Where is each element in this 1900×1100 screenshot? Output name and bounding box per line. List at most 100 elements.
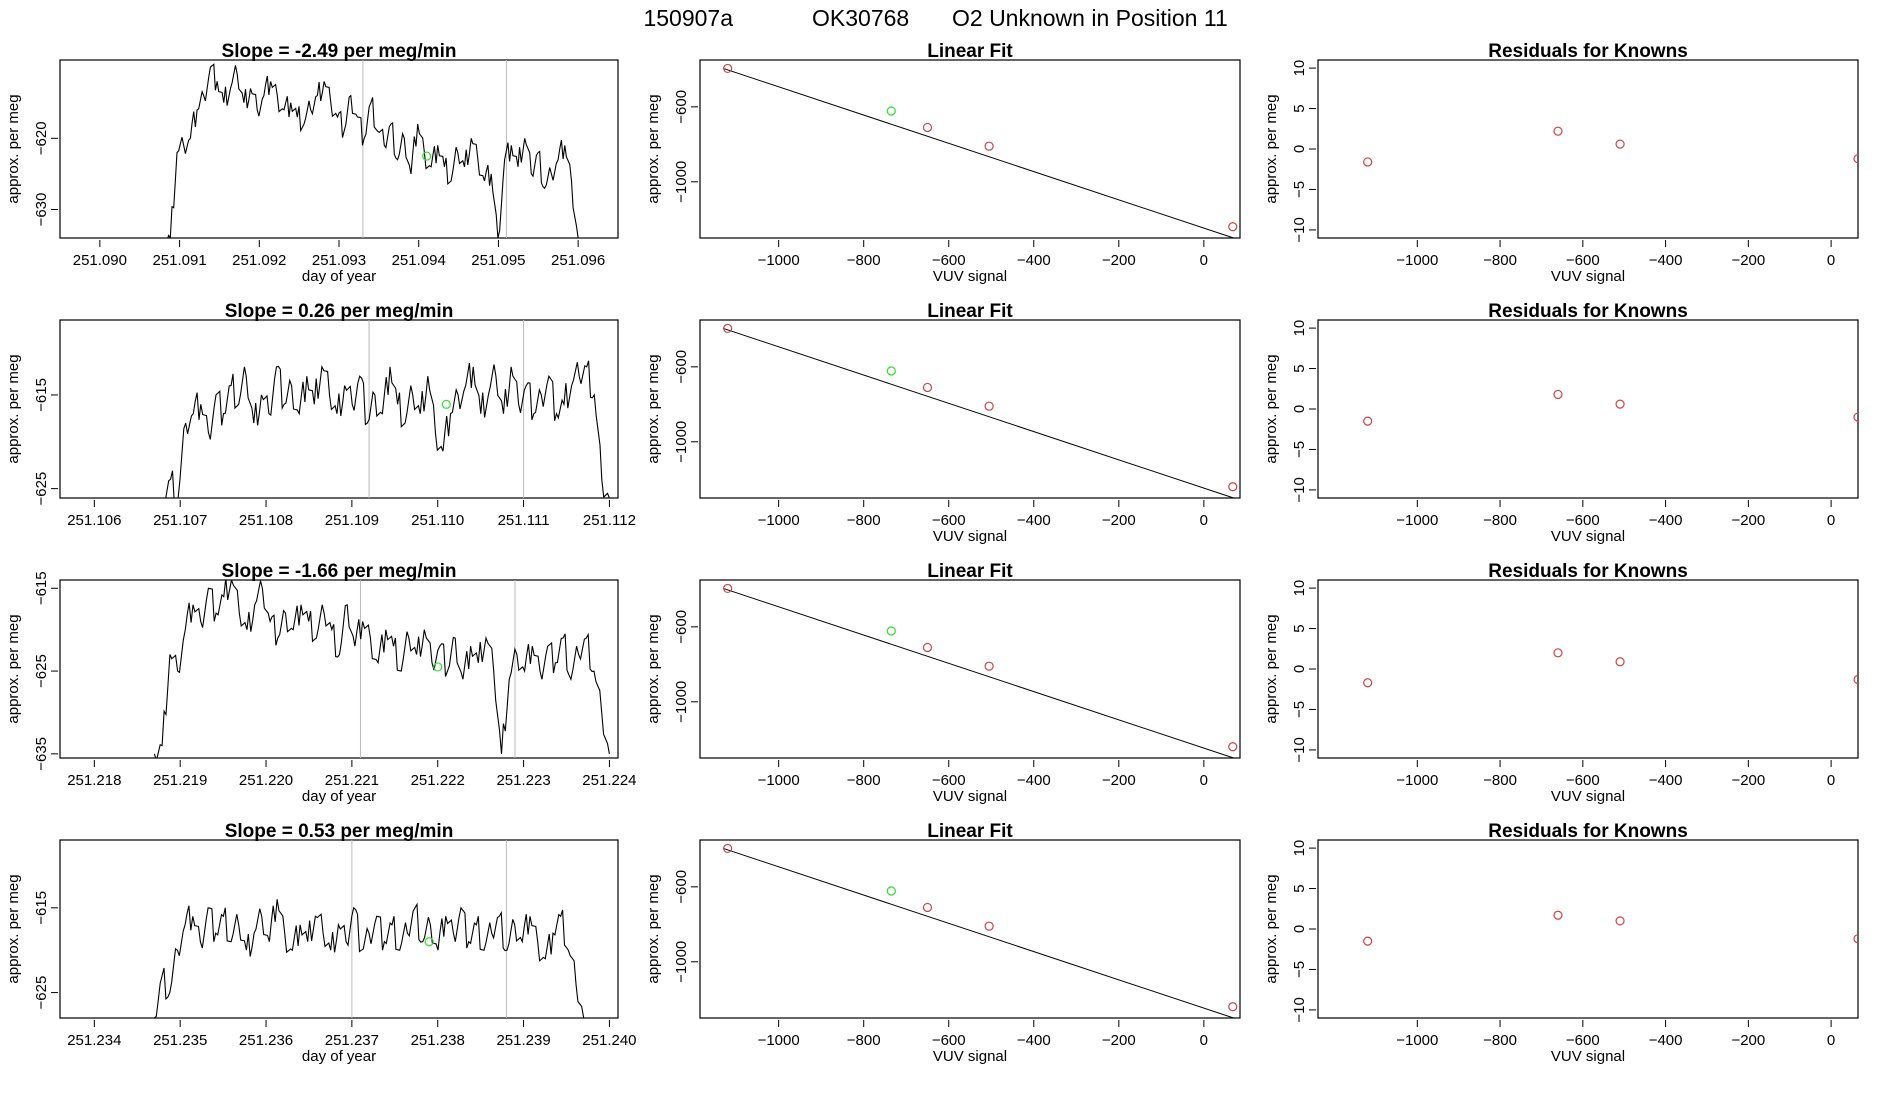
x-tick-label: 251.218 xyxy=(67,772,121,789)
plot-data xyxy=(1363,389,1858,426)
x-tick-label: 0 xyxy=(1827,1032,1835,1049)
residual-point xyxy=(1363,416,1373,426)
known-point xyxy=(723,323,733,334)
x-axis-label: VUV signal xyxy=(1551,268,1625,285)
linear-fit-panel-row-4: Linear Fit −1000 −800 −600 −400 −200 0 −600 −100… xyxy=(645,821,1241,1065)
x-tick-label: −800 xyxy=(1483,772,1517,789)
plot-data xyxy=(1363,126,1858,167)
y-tick-label: −10 xyxy=(1291,477,1308,502)
panel-title: Residuals for Knowns xyxy=(1488,41,1688,62)
plot-frame xyxy=(59,59,619,239)
x-tick-label: −200 xyxy=(1102,512,1136,529)
x-axis-label: VUV signal xyxy=(933,788,1007,805)
fit-line xyxy=(723,67,1234,238)
plot-frame xyxy=(699,579,1241,759)
residual-point xyxy=(1553,126,1563,136)
x-tick-label: 251.093 xyxy=(312,252,366,269)
y-tick-label: −620 xyxy=(33,121,50,155)
known-point xyxy=(723,63,733,74)
plot-data xyxy=(723,843,1238,1018)
x-tick-label: 0 xyxy=(1200,772,1208,789)
plot-data xyxy=(723,323,1238,498)
x-tick-label: 251.091 xyxy=(152,252,206,269)
x-tick-label: 251.234 xyxy=(67,1032,121,1049)
x-tick-label: −400 xyxy=(1649,772,1683,789)
residual-point xyxy=(1615,139,1625,149)
x-tick-label: −200 xyxy=(1102,772,1136,789)
x-tick-label: −400 xyxy=(1649,252,1683,269)
x-axis-label: VUV signal xyxy=(1551,788,1625,805)
x-tick-label: 251.112 xyxy=(583,512,636,529)
x-tick-label: −1000 xyxy=(1396,1032,1438,1049)
x-axis-label: VUV signal xyxy=(933,1048,1007,1065)
plot-frame xyxy=(59,579,619,759)
x-tick-label: −1000 xyxy=(758,1032,800,1049)
fit-line xyxy=(723,327,1234,498)
panel-title: Residuals for Knowns xyxy=(1488,561,1688,582)
y-tick-label: −600 xyxy=(673,350,690,384)
x-tick-label: 251.220 xyxy=(239,772,293,789)
figure-title-tank: OK30768 xyxy=(812,5,909,31)
known-point xyxy=(984,921,994,931)
x-axis-label: VUV signal xyxy=(933,528,1007,545)
y-axis-label: approx. per meg xyxy=(1263,614,1280,723)
y-tick-label: −625 xyxy=(33,654,50,688)
x-tick-label: −600 xyxy=(1566,772,1600,789)
x-tick-label: −400 xyxy=(1017,1032,1051,1049)
residual-point xyxy=(1553,389,1563,400)
x-tick-label: −400 xyxy=(1017,772,1051,789)
known-point xyxy=(1228,1002,1238,1012)
plot-data xyxy=(154,840,585,1018)
y-tick-label: −5 xyxy=(1291,441,1308,458)
x-tick-label: 251.240 xyxy=(582,1032,636,1049)
y-tick-label: 10 xyxy=(1291,320,1308,337)
plot-data xyxy=(163,320,610,498)
x-axis-label: VUV signal xyxy=(933,268,1007,285)
x-tick-label: 251.236 xyxy=(239,1032,293,1049)
y-axis-label: approx. per meg xyxy=(5,614,22,723)
x-axis-label: VUV signal xyxy=(1551,1048,1625,1065)
x-tick-label: −800 xyxy=(847,772,881,789)
panel-title: Slope = 0.53 per meg/min xyxy=(225,821,454,842)
plot-frame xyxy=(1317,59,1859,239)
x-tick-label: 251.219 xyxy=(153,772,207,789)
x-tick-label: −400 xyxy=(1017,512,1051,529)
plot-frame xyxy=(699,319,1241,499)
fit-line xyxy=(723,587,1234,758)
known-point xyxy=(984,141,994,151)
y-tick-label: 0 xyxy=(1291,665,1308,673)
residual-point xyxy=(1853,934,1858,944)
plot-frame xyxy=(1317,319,1859,499)
residuals-panel-row-2: Residuals for Knowns−1000 −800 −600 −400 −20… xyxy=(1263,301,1859,545)
y-tick-label: −10 xyxy=(1291,737,1308,762)
x-tick-label: 251.106 xyxy=(67,512,121,529)
y-tick-label: −600 xyxy=(673,870,690,904)
y-tick-label: −1000 xyxy=(673,681,690,723)
y-tick-label: −630 xyxy=(33,193,50,227)
x-tick-label: −800 xyxy=(1483,512,1517,529)
x-tick-label: −400 xyxy=(1649,512,1683,529)
x-tick-label: 251.092 xyxy=(232,252,286,269)
y-tick-label: 0 xyxy=(1291,925,1308,933)
x-tick-label: −200 xyxy=(1102,252,1136,269)
y-tick-label: −615 xyxy=(33,571,50,605)
y-axis-label: approx. per meg xyxy=(5,354,22,463)
time-series-panel-row-2: Slope = 0.26 per meg/min 251.106 251.107 25… xyxy=(5,301,636,529)
y-tick-label: −1000 xyxy=(673,941,690,983)
x-tick-label: 251.094 xyxy=(392,252,446,269)
per-meg-trace xyxy=(153,580,610,758)
known-point xyxy=(922,382,933,393)
known-point xyxy=(723,843,733,854)
plot-data xyxy=(1363,648,1858,688)
known-point xyxy=(984,401,994,411)
x-tick-label: 251.221 xyxy=(325,772,379,789)
x-tick-label: −1000 xyxy=(758,252,800,269)
x-tick-label: −600 xyxy=(932,1032,966,1049)
residuals-panel-row-3: Residuals for Knowns−1000 −800 −600 −400 −20… xyxy=(1263,561,1859,805)
residual-point xyxy=(1853,674,1858,685)
plot-data xyxy=(723,583,1238,758)
x-tick-label: −800 xyxy=(1483,1032,1517,1049)
known-point xyxy=(984,661,994,671)
x-tick-label: 251.223 xyxy=(496,772,550,789)
